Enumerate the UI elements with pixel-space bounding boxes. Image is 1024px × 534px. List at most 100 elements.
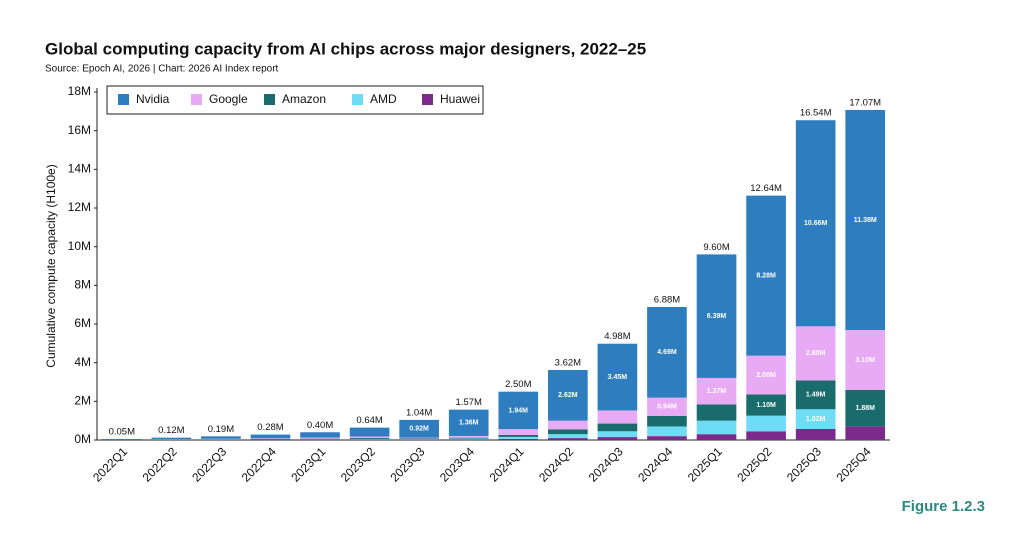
total-label: 0.05M (109, 427, 135, 438)
total-label: 1.04M (406, 407, 432, 418)
total-label: 4.98M (604, 331, 630, 342)
y-tick-label: 4M (74, 355, 91, 369)
bar-segment (597, 410, 638, 424)
segment-label: 2.00M (756, 372, 776, 379)
bar-segment (498, 391, 539, 430)
y-tick-label: 12M (68, 200, 91, 214)
bar-segment (548, 370, 588, 421)
bar-segment (349, 438, 390, 440)
bar-segment (300, 432, 340, 438)
bar-segment (498, 434, 539, 437)
bar-segment (201, 436, 241, 439)
bar-segment (647, 436, 687, 440)
legend-swatch (118, 94, 129, 105)
total-label: 0.40M (307, 420, 333, 431)
segment-label: 1.02M (806, 416, 826, 423)
bar-segment (448, 438, 489, 440)
bar-segment (795, 409, 836, 429)
bar-segment (349, 436, 390, 439)
bar-segment (448, 409, 489, 436)
bar-segment (448, 437, 489, 439)
legend-swatch (422, 94, 433, 105)
segment-label: 1.88M (855, 405, 875, 412)
x-tick-label: 2025Q3 (784, 444, 824, 484)
x-tick-label: 2022Q4 (239, 444, 279, 484)
y-axis-label: Cumulative compute capacity (H100e) (44, 164, 58, 367)
bar-segment (795, 120, 836, 327)
bar-segment (548, 434, 588, 439)
x-tick-label: 2023Q2 (338, 444, 378, 484)
total-label: 16.54M (800, 108, 832, 119)
chart-title: Global computing capacity from AI chips … (45, 39, 646, 58)
bar-segment (845, 426, 886, 440)
bar-segment (250, 438, 291, 440)
x-tick-label: 2025Q4 (833, 444, 873, 484)
segment-label: 6.39M (707, 313, 727, 320)
bar-segment (300, 437, 340, 439)
y-tick-label: 18M (68, 84, 91, 98)
bar-segment (448, 439, 489, 440)
x-tick-label: 2023Q3 (387, 444, 427, 484)
bar-segment (399, 439, 439, 440)
bar-segment (597, 437, 638, 440)
total-label: 0.19M (208, 424, 234, 435)
segment-label: 1.94M (509, 407, 529, 414)
segment-label: 1.10M (756, 402, 776, 409)
bar-segment (696, 377, 737, 405)
y-tick-label: 8M (74, 278, 91, 292)
bar-segment (746, 355, 786, 395)
y-tick-label: 14M (68, 162, 91, 176)
legend-label: Nvidia (136, 92, 170, 106)
x-tick-label: 2023Q4 (437, 444, 477, 484)
bar-segment (795, 380, 836, 410)
total-label: 6.88M (654, 295, 680, 306)
bar-segment (498, 429, 539, 435)
y-tick-label: 0M (74, 432, 91, 446)
bar-segment (845, 329, 886, 390)
bar-segment (597, 431, 638, 438)
bar-segment (696, 420, 737, 435)
total-label: 0.12M (158, 425, 184, 436)
bar-segment (349, 427, 390, 437)
x-tick-label: 2023Q1 (288, 444, 328, 484)
bar-segment (696, 404, 737, 421)
bar-segment (399, 438, 439, 440)
bar-segment (746, 394, 786, 416)
bar-segment (795, 326, 836, 381)
legend-label: Amazon (282, 92, 326, 106)
segment-label: 11.38M (854, 217, 877, 224)
bar-segment (250, 439, 291, 440)
bar-segment (201, 438, 241, 440)
bar-segment (300, 438, 340, 440)
chart-subtitle: Source: Epoch AI, 2026 | Chart: 2026 AI … (45, 64, 279, 75)
bar-segment (647, 415, 687, 427)
bar-segment (399, 437, 439, 439)
bar-segment (746, 195, 786, 356)
y-tick-label: 6M (74, 316, 91, 330)
bar-segment (746, 431, 786, 440)
segment-label: 3.45M (608, 374, 628, 381)
segment-label: 3.10M (855, 357, 875, 364)
bar-segment (696, 434, 737, 440)
legend (106, 85, 484, 115)
bar-segment (647, 306, 687, 398)
y-tick-label: 16M (68, 123, 91, 137)
legend-swatch (264, 94, 275, 105)
bar-segment (548, 429, 588, 435)
segment-label: 1.49M (806, 392, 826, 399)
bar-segment (845, 109, 886, 330)
x-tick-label: 2022Q2 (140, 444, 180, 484)
y-tick-label: 2M (74, 394, 91, 408)
legend-label: Google (209, 92, 248, 106)
bar-segment (597, 423, 638, 432)
bar-segment (498, 438, 539, 440)
total-label: 2.50M (505, 379, 531, 390)
segment-label: 2.80M (806, 350, 826, 357)
bar-segment (250, 434, 291, 439)
bar-segment (349, 439, 390, 440)
segment-label: 10.66M (804, 220, 828, 227)
segment-label: 1.36M (459, 420, 479, 427)
bar-segment (746, 415, 786, 432)
total-label: 3.62M (555, 358, 581, 369)
